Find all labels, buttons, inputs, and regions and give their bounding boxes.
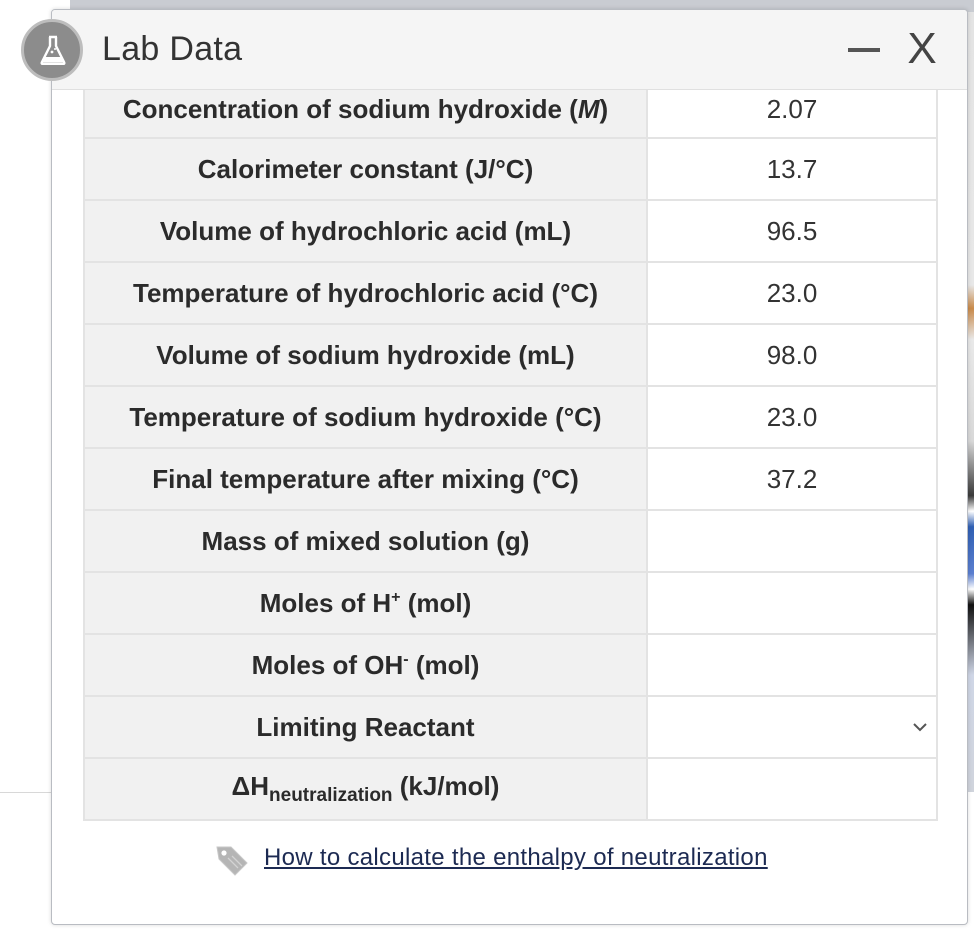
table-row: Final temperature after mixing (°C) 37.2 — [83, 447, 938, 511]
background-divider — [0, 792, 52, 793]
table-row: Volume of hydrochloric acid (mL) 96.5 — [83, 199, 938, 263]
minimize-icon — [848, 48, 880, 52]
row-label: Volume of hydrochloric acid (mL) — [83, 199, 648, 263]
table-row: Limiting Reactant — [83, 695, 938, 759]
table-row: Mass of mixed solution (g) — [83, 509, 938, 573]
label-text-end: ) — [599, 94, 609, 124]
row-label: ΔHneutralization (kJ/mol) — [83, 757, 648, 821]
row-value: 23.0 — [646, 261, 938, 325]
close-button[interactable]: X — [907, 24, 937, 73]
table-row: ΔHneutralization (kJ/mol) — [83, 757, 938, 821]
row-label: Limiting Reactant — [83, 695, 648, 759]
chevron-down-icon — [913, 723, 927, 732]
tag-icon — [216, 846, 248, 876]
flask-badge — [21, 19, 83, 81]
row-label: Moles of OH- (mol) — [83, 633, 648, 697]
row-value: 96.5 — [646, 199, 938, 263]
table-row: Calorimeter constant (J/°C) 13.7 — [83, 137, 938, 201]
moles-oh-input-cell[interactable] — [646, 633, 938, 697]
row-value: 13.7 — [646, 137, 938, 201]
label-superscript: + — [391, 588, 401, 606]
table-row: Volume of sodium hydroxide (mL) 98.0 — [83, 323, 938, 387]
row-value: 37.2 — [646, 447, 938, 511]
label-text: Moles of OH — [251, 649, 404, 680]
label-text-end: (mol) — [400, 587, 472, 618]
row-value: 23.0 — [646, 385, 938, 449]
row-label: Temperature of hydrochloric acid (°C) — [83, 261, 648, 325]
table-row: Moles of H+ (mol) — [83, 571, 938, 635]
label-italic: M — [577, 94, 600, 124]
lab-data-table-container[interactable]: Concentration of sodium hydroxide (M) 2.… — [83, 80, 938, 821]
mass-input-cell[interactable] — [646, 509, 938, 573]
limiting-reactant-select[interactable] — [646, 695, 938, 759]
label-superscript: - — [403, 650, 409, 668]
table-row: Moles of OH- (mol) — [83, 633, 938, 697]
lab-data-window: Lab Data X Concentration of sodium hydro… — [51, 9, 968, 925]
moles-h-input-cell[interactable] — [646, 571, 938, 635]
flask-icon — [40, 35, 66, 65]
row-label: Final temperature after mixing (°C) — [83, 447, 648, 511]
help-link[interactable]: How to calculate the enthalpy of neutral… — [264, 844, 768, 871]
label-text: ΔH — [231, 771, 270, 801]
row-label: Temperature of sodium hydroxide (°C) — [83, 385, 648, 449]
label-subscript: neutralization — [269, 785, 393, 806]
background-app-edge — [966, 12, 974, 792]
label-text: Concentration of sodium hydroxide ( — [122, 94, 578, 124]
row-label: Volume of sodium hydroxide (mL) — [83, 323, 648, 387]
window-title: Lab Data — [102, 30, 243, 68]
label-text-end: (kJ/mol) — [392, 771, 500, 801]
enthalpy-input-cell[interactable] — [646, 757, 938, 821]
lab-data-table: Concentration of sodium hydroxide (M) 2.… — [83, 80, 938, 821]
minimize-button[interactable] — [844, 40, 884, 70]
table-row: Temperature of sodium hydroxide (°C) 23.… — [83, 385, 938, 449]
row-label: Mass of mixed solution (g) — [83, 509, 648, 573]
row-label: Moles of H+ (mol) — [83, 571, 648, 635]
table-row: Temperature of hydrochloric acid (°C) 23… — [83, 261, 938, 325]
label-text: Moles of H — [259, 587, 392, 618]
row-label: Calorimeter constant (J/°C) — [83, 137, 648, 201]
row-value: 98.0 — [646, 323, 938, 387]
label-text-end: (mol) — [408, 649, 480, 680]
window-header[interactable]: Lab Data X — [52, 10, 967, 90]
